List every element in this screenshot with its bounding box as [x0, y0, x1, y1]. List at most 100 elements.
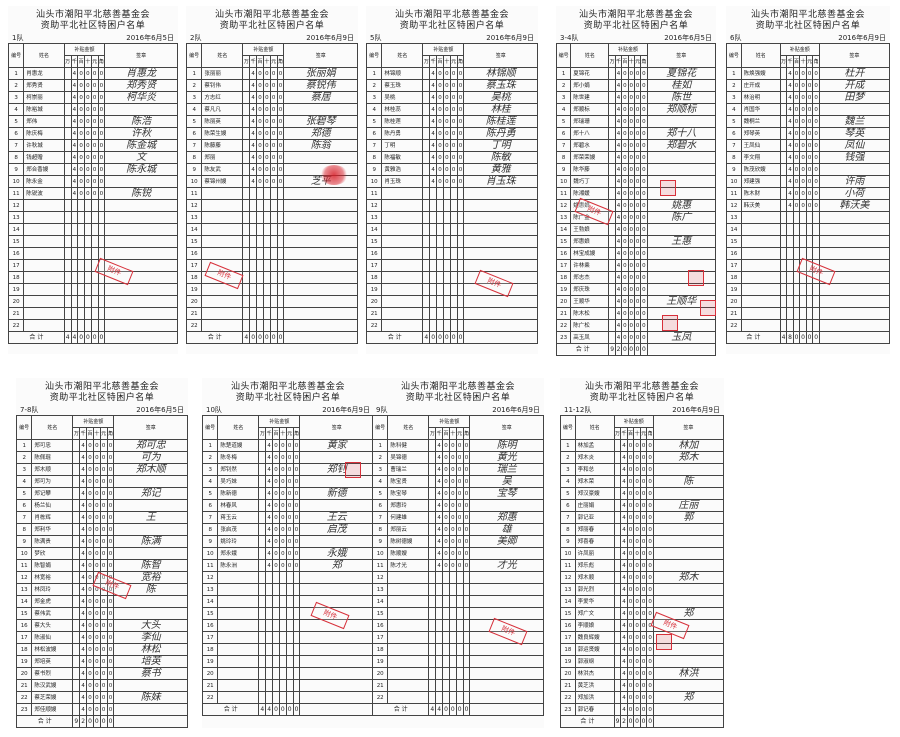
amount-digit	[72, 463, 81, 476]
table-row: 16 林宝成嫂 4 0 0 0 0	[555, 247, 717, 260]
empty-cell	[265, 607, 274, 620]
amount-digit	[72, 571, 81, 584]
amount-digit	[258, 499, 267, 512]
amount-digit: 0	[462, 475, 471, 488]
empty-cell	[448, 691, 457, 704]
amount-digit	[63, 67, 72, 80]
amount-digit: 0	[256, 139, 264, 152]
amount-digit: 0	[86, 547, 94, 560]
signature-cell: 陈永城	[104, 163, 178, 176]
row-number: 13	[201, 583, 219, 596]
table-row: 19 郑庆珠 4 0 0 0 0	[555, 283, 717, 296]
row-number: 17	[555, 259, 572, 272]
col-header-name: 姓名	[574, 415, 615, 440]
total-digit: 4	[422, 331, 431, 344]
amount-digit: 4	[79, 475, 88, 488]
empty-cell	[381, 211, 424, 224]
amount-digit	[72, 475, 81, 488]
table-row: 1 张丽丽 4 0 0 0 0 张丽娟	[185, 67, 358, 80]
empty-cell	[249, 235, 258, 248]
row-number: 19	[185, 283, 203, 296]
recipient-name: 钱超赠	[23, 151, 65, 164]
empty-row: 13	[371, 583, 544, 596]
amount-digit: 4	[435, 439, 444, 452]
empty-cell	[256, 307, 264, 320]
table-row: 11 陈锐波 4 0 0 0 0 陈锐	[7, 187, 178, 200]
empty-cell	[435, 667, 444, 680]
empty-cell	[201, 319, 244, 332]
empty-cell	[77, 259, 85, 272]
recipient-name: 郑木炎	[574, 451, 615, 464]
amount-digit	[72, 451, 81, 464]
table-row: 6 杨兰仙 4 0 0 0 0	[15, 499, 188, 512]
empty-cell	[285, 583, 294, 596]
unit-header: 万	[613, 427, 622, 440]
row-number: 16	[560, 619, 576, 632]
empty-cell	[285, 619, 294, 632]
recipient-name: 陈满贵	[31, 535, 74, 548]
recipient-name: 郑佳顺嫂	[31, 703, 74, 716]
row-number: 16	[185, 247, 203, 260]
amount-digit	[258, 511, 267, 524]
signature-cell	[469, 499, 544, 512]
empty-cell	[455, 667, 464, 680]
empty-cell	[436, 223, 444, 236]
empty-cell	[265, 643, 274, 656]
empty-cell	[272, 631, 280, 644]
empty-cell	[429, 223, 438, 236]
empty-cell	[387, 679, 430, 692]
signature-cell	[646, 115, 717, 128]
table-row: 8 李文翔 4 0 0 0 0 钱强	[726, 151, 891, 164]
amount-digit: 0	[449, 79, 458, 92]
row-number: 9	[201, 535, 219, 548]
signature-cell	[646, 163, 717, 176]
empty-cell	[113, 715, 188, 728]
recipient-name: 李爱华	[574, 595, 615, 608]
sheet-meta: 9队 2016年6月9日	[372, 404, 544, 415]
signature-cell	[113, 703, 188, 716]
amount-digit	[72, 643, 81, 656]
empty-cell	[381, 307, 424, 320]
signature-cell: 韩沃美	[818, 199, 891, 212]
total-label: 合 计	[8, 331, 65, 344]
amount-digit	[422, 79, 431, 92]
amount-digit: 0	[262, 127, 271, 140]
table-row: 1 肖惠龙 4 0 0 0 0 肖惠龙	[7, 67, 178, 80]
table-row: 2 郑秀贤 4 0 0 0 0 郑秀贤	[7, 79, 178, 92]
col-header-amount: 补贴金额	[779, 43, 820, 56]
recipient-name: 陈华藤	[570, 163, 610, 176]
table-row: 9 郑合香嫂 4 0 0 0 0 陈永城	[7, 163, 178, 176]
signature-cell: 王	[113, 511, 188, 524]
amount-digit: 4	[435, 463, 444, 476]
empty-cell	[422, 223, 431, 236]
table-row: 12 姚惠娘 4 0 0 0 0 姚惠	[555, 199, 717, 212]
amount-digit	[72, 559, 81, 572]
empty-cell	[276, 307, 285, 320]
unit-header: 百	[256, 55, 264, 68]
empty-cell	[422, 295, 431, 308]
empty-cell	[217, 619, 260, 632]
amount-digit: 4	[79, 583, 88, 596]
row-number: 7	[365, 139, 383, 152]
team-label: 3-4队	[560, 34, 579, 42]
amount-digit: 4	[429, 79, 438, 92]
amount-digit	[72, 583, 81, 596]
empty-cell	[97, 235, 106, 248]
amount-digit: 0	[86, 451, 94, 464]
amount-digit: 4	[429, 67, 438, 80]
amount-digit: 0	[456, 103, 465, 116]
recipient-name: 林治明	[740, 91, 781, 104]
col-header-sign: 签章	[113, 415, 188, 440]
empty-cell	[381, 283, 424, 296]
table-row: 2 陈佩琨 4 0 0 0 0 可为	[15, 451, 188, 464]
amount-digit: 0	[256, 163, 264, 176]
unit-header: 元	[805, 55, 814, 68]
empty-cell	[97, 295, 106, 308]
amount-digit: 0	[292, 511, 301, 524]
amount-digit: 0	[442, 103, 451, 116]
table-row: 3 吴桃 4 0 0 0 0 吴桃	[365, 91, 538, 104]
col-header-no: 编号	[185, 43, 203, 68]
amount-digit: 0	[99, 487, 108, 500]
unit-header: 十	[633, 427, 641, 440]
empty-row: 21	[365, 307, 538, 320]
